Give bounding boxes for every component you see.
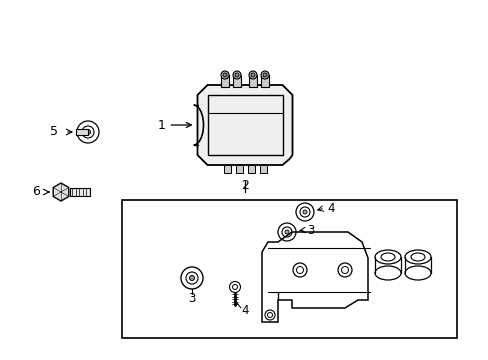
Ellipse shape [189,275,194,280]
Bar [76,129,88,135]
Ellipse shape [248,71,257,79]
Bar [70,188,90,196]
Bar [259,165,266,173]
Ellipse shape [232,71,241,79]
Ellipse shape [263,73,266,77]
Text: 5: 5 [50,125,58,138]
Bar [221,75,228,87]
Ellipse shape [235,73,239,77]
Bar [122,200,456,338]
Text: 6: 6 [32,185,40,198]
Ellipse shape [221,71,228,79]
Text: 3: 3 [306,224,314,237]
Ellipse shape [250,73,254,77]
Ellipse shape [261,71,268,79]
Text: 4: 4 [241,303,248,316]
Bar [261,75,268,87]
Text: 1: 1 [157,118,191,131]
Bar [247,165,254,173]
Polygon shape [197,85,292,165]
Bar [235,165,242,173]
Ellipse shape [223,73,226,77]
Text: 3: 3 [188,292,195,305]
Ellipse shape [303,210,306,214]
Text: 2: 2 [241,179,248,192]
Polygon shape [53,183,69,201]
Ellipse shape [85,130,90,135]
Ellipse shape [285,230,288,234]
Bar [248,75,257,87]
Text: 4: 4 [326,202,334,215]
Bar [207,95,282,155]
Bar [223,165,230,173]
Bar [232,75,241,87]
